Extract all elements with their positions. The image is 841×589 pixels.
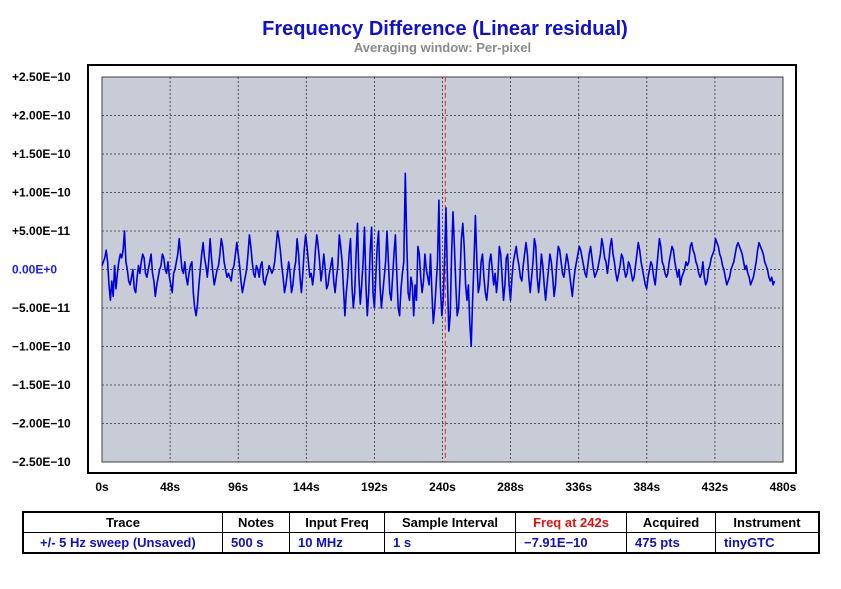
header-input-freq: Input Freq: [289, 511, 385, 533]
y-tick-label: 0.00E+0: [12, 263, 57, 277]
chart-title: Frequency Difference (Linear residual): [262, 18, 628, 40]
y-axis-ticks: +2.50E−10 +2.00E−10 +1.50E−10 +1.00E−10 +5.0…: [12, 70, 71, 469]
grid-lines: [102, 77, 783, 462]
header-sample-interval: Sample Interval: [384, 511, 516, 533]
x-tick-label: 432s: [702, 480, 729, 494]
x-axis-ticks: 0s 48s 96s 144s 192s 240s 288s 336s 384s 432s 480s: [95, 480, 796, 494]
series-line: [101, 172, 776, 348]
x-tick-label: 144s: [293, 480, 320, 494]
cell-acquired: 475 pts: [626, 532, 716, 554]
chart-subtitle: Averaging window: Per-pixel: [353, 40, 532, 55]
x-tick-label: 192s: [361, 480, 388, 494]
x-tick-label: 48s: [160, 480, 180, 494]
cell-sample-interval: 1 s: [384, 532, 516, 554]
chart-area: +2.50E−10 +2.00E−10 +1.50E−10 +1.00E−10 +5.0…: [12, 64, 797, 494]
x-tick-label: 384s: [633, 480, 660, 494]
cell-input-freq: 10 MHz: [289, 532, 385, 554]
table-header-row: Trace Notes Input Freq Sample Interval F…: [22, 511, 820, 533]
cell-notes: 500 s: [222, 532, 290, 554]
header-freq-at: Freq at 242s: [515, 511, 627, 533]
header-trace: Trace: [22, 511, 223, 533]
y-tick-label: −1.50E−10: [12, 378, 71, 392]
trace-info-table: Trace Notes Input Freq Sample Interval F…: [22, 511, 820, 554]
y-tick-label: −2.00E−10: [12, 417, 71, 431]
x-tick-label: 288s: [497, 480, 524, 494]
cell-freq-at: −7.91E−10: [515, 532, 627, 554]
table-row[interactable]: +/- 5 Hz sweep (Unsaved) 500 s 10 MHz 1 …: [22, 532, 820, 554]
y-tick-label: +1.50E−10: [12, 147, 71, 161]
header-notes: Notes: [222, 511, 290, 533]
y-tick-label: +5.00E−11: [12, 224, 70, 238]
y-tick-label: +2.00E−10: [12, 109, 71, 123]
y-tick-label: −1.00E−10: [12, 340, 71, 354]
y-tick-label: +2.50E−10: [12, 70, 71, 84]
y-tick-label: −5.00E−11: [12, 301, 70, 315]
cell-trace[interactable]: +/- 5 Hz sweep (Unsaved): [22, 532, 223, 554]
y-tick-label: +1.00E−10: [12, 186, 71, 200]
cell-instrument: tinyGTC: [715, 532, 820, 554]
x-tick-label: 480s: [770, 480, 797, 494]
header-acquired: Acquired: [626, 511, 716, 533]
header-instrument: Instrument: [715, 511, 820, 533]
y-tick-label: −2.50E−10: [12, 455, 71, 469]
x-tick-label: 96s: [228, 480, 248, 494]
x-tick-label: 0s: [95, 480, 109, 494]
x-tick-label: 336s: [565, 480, 592, 494]
x-tick-label: 240s: [429, 480, 456, 494]
series-group: [101, 172, 776, 348]
